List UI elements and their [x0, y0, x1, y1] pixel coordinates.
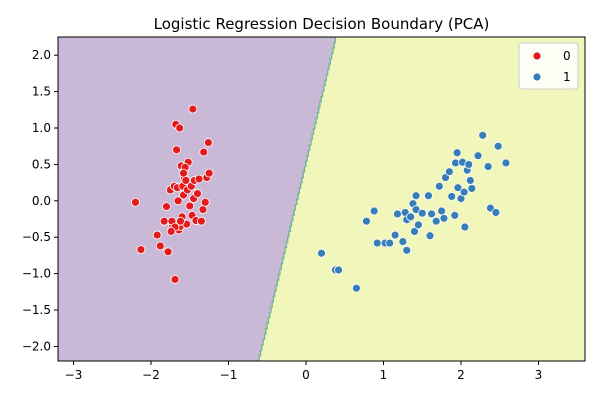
point-class-1: [385, 238, 395, 248]
point-class-0: [162, 202, 171, 212]
point-class-0: [170, 275, 180, 284]
point-class-1: [390, 230, 400, 240]
point-class-0: [152, 230, 162, 240]
point-class-0: [203, 138, 213, 147]
y-tick-label: 1.0: [32, 121, 51, 135]
point-class-0: [185, 201, 195, 211]
point-class-1: [437, 206, 447, 216]
y-tick-label: 2.0: [32, 48, 51, 62]
y-tick-label: −1.5: [22, 303, 51, 317]
point-class-1: [434, 181, 444, 191]
y-tick-label: −2.0: [22, 339, 51, 353]
point-class-0: [188, 104, 198, 114]
x-tick-label: −3: [65, 368, 83, 382]
y-tick-label: 0.0: [32, 194, 51, 208]
y-tick-label: 1.5: [32, 85, 51, 99]
x-tick-label: 3: [535, 368, 543, 382]
point-class-1: [398, 237, 408, 246]
x-tick-label: −2: [142, 368, 160, 382]
x-tick-label: 1: [380, 368, 388, 382]
point-class-0: [155, 241, 165, 251]
point-class-1: [452, 148, 462, 158]
point-class-0: [136, 245, 146, 255]
point-class-1: [369, 206, 379, 216]
point-class-0: [194, 174, 204, 184]
x-tick-label: −1: [220, 368, 238, 382]
point-class-1: [444, 167, 454, 177]
point-class-0: [179, 168, 188, 178]
point-class-0: [196, 216, 206, 226]
chart-title: Logistic Regression Decision Boundary (P…: [154, 15, 490, 33]
point-class-1: [351, 283, 361, 293]
point-class-1: [467, 184, 477, 193]
y-tick-label: −0.5: [22, 230, 51, 244]
y-axis: −2.0 −1.5 −1.0 −0.5 0.0 0.5 1.0 1.5 2.0: [22, 48, 58, 353]
point-class-0: [166, 226, 176, 236]
x-axis: −3 −2 −1 0 1 2 3: [65, 361, 543, 382]
point-class-1: [413, 220, 423, 230]
point-class-1: [424, 191, 433, 201]
point-class-0: [172, 145, 181, 155]
point-class-1: [459, 187, 469, 197]
point-class-1: [402, 245, 412, 255]
legend-marker-1: [532, 72, 542, 82]
plot-area: [57, 36, 586, 362]
point-class-0: [131, 197, 140, 207]
point-class-0: [199, 147, 209, 157]
legend: 01: [518, 42, 579, 90]
plot-clip-group: [58, 37, 585, 361]
legend-label-1: 1: [563, 70, 571, 84]
point-class-1: [406, 212, 416, 222]
point-class-1: [447, 192, 457, 201]
point-class-0: [163, 247, 173, 257]
point-class-0: [173, 196, 183, 206]
point-class-0: [159, 216, 169, 226]
point-class-1: [493, 141, 503, 151]
point-class-1: [460, 222, 470, 232]
point-class-1: [362, 216, 371, 226]
point-class-1: [491, 208, 501, 217]
point-class-1: [425, 231, 435, 241]
point-class-0: [198, 205, 208, 214]
point-class-1: [478, 130, 488, 140]
point-class-0: [175, 123, 185, 133]
point-class-1: [473, 151, 483, 161]
point-class-1: [317, 248, 326, 258]
point-class-0: [176, 216, 185, 226]
point-class-1: [410, 226, 419, 236]
point-class-1: [334, 265, 343, 275]
point-class-1: [411, 191, 421, 201]
y-tick-label: 0.5: [32, 157, 51, 171]
series-1: [317, 130, 511, 293]
decision-boundary-line: [257, 37, 337, 361]
point-class-1: [453, 183, 463, 193]
legend-marker-0: [532, 51, 542, 61]
point-class-1: [450, 210, 460, 220]
point-class-1: [427, 209, 436, 219]
point-class-0: [204, 168, 214, 178]
point-class-1: [465, 176, 475, 185]
point-class-0: [200, 197, 210, 207]
point-class-1: [483, 162, 493, 172]
legend-label-0: 0: [563, 49, 571, 63]
point-class-0: [193, 189, 202, 198]
point-class-1: [464, 160, 474, 169]
point-class-1: [501, 158, 511, 168]
point-class-1: [439, 213, 449, 223]
x-tick-label: 2: [457, 368, 465, 382]
point-class-1: [417, 208, 427, 218]
point-class-1: [372, 238, 382, 248]
x-tick-label: 0: [302, 368, 310, 382]
point-class-1: [393, 209, 402, 219]
point-class-1: [431, 216, 441, 226]
plot-frame: [57, 36, 586, 362]
series-0: [131, 104, 214, 284]
y-tick-label: −1.0: [22, 267, 51, 281]
